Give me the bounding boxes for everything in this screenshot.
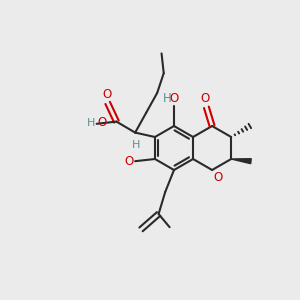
Text: H: H [132,140,140,150]
Polygon shape [231,159,251,164]
Text: O: O [201,92,210,105]
Text: O: O [124,155,133,168]
Text: H: H [87,118,96,128]
Text: O: O [169,92,178,105]
Text: O: O [102,88,111,101]
Text: O: O [98,116,107,129]
Text: H: H [163,92,171,105]
Text: O: O [213,171,222,184]
